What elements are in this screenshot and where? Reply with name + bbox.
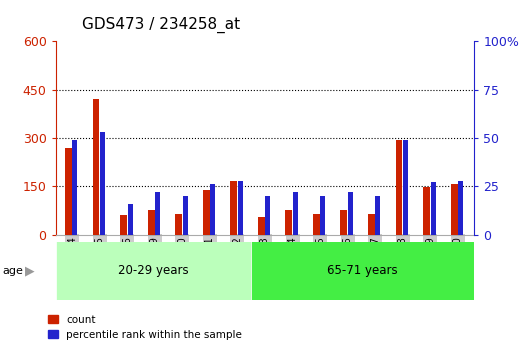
Text: ▶: ▶: [25, 264, 35, 277]
Bar: [148, 210, 155, 235]
Bar: [175, 214, 182, 235]
Bar: [375, 196, 381, 235]
Bar: [231, 180, 237, 235]
Legend: count, percentile rank within the sample: count, percentile rank within the sample: [48, 315, 242, 340]
Bar: [458, 180, 463, 235]
Bar: [423, 187, 430, 235]
Bar: [430, 183, 436, 235]
Text: age: age: [3, 266, 23, 276]
Bar: [210, 184, 215, 235]
Bar: [395, 140, 402, 235]
Bar: [266, 196, 270, 235]
Bar: [293, 192, 298, 235]
Bar: [73, 140, 77, 235]
Bar: [183, 196, 188, 235]
Bar: [120, 215, 127, 235]
Bar: [203, 189, 210, 235]
Text: 20-29 years: 20-29 years: [118, 264, 189, 277]
Bar: [403, 140, 408, 235]
Bar: [285, 210, 292, 235]
Bar: [258, 217, 264, 235]
Bar: [251, 241, 474, 300]
Text: 65-71 years: 65-71 years: [328, 264, 398, 277]
Bar: [368, 214, 375, 235]
Bar: [450, 184, 457, 235]
Bar: [340, 210, 347, 235]
Bar: [320, 196, 325, 235]
Text: GDS473 / 234258_at: GDS473 / 234258_at: [82, 17, 240, 33]
Bar: [56, 241, 251, 300]
Bar: [93, 99, 100, 235]
Bar: [128, 204, 132, 235]
Bar: [238, 180, 243, 235]
Bar: [348, 192, 353, 235]
Bar: [65, 148, 72, 235]
Bar: [100, 132, 105, 235]
Bar: [155, 192, 160, 235]
Bar: [313, 214, 320, 235]
